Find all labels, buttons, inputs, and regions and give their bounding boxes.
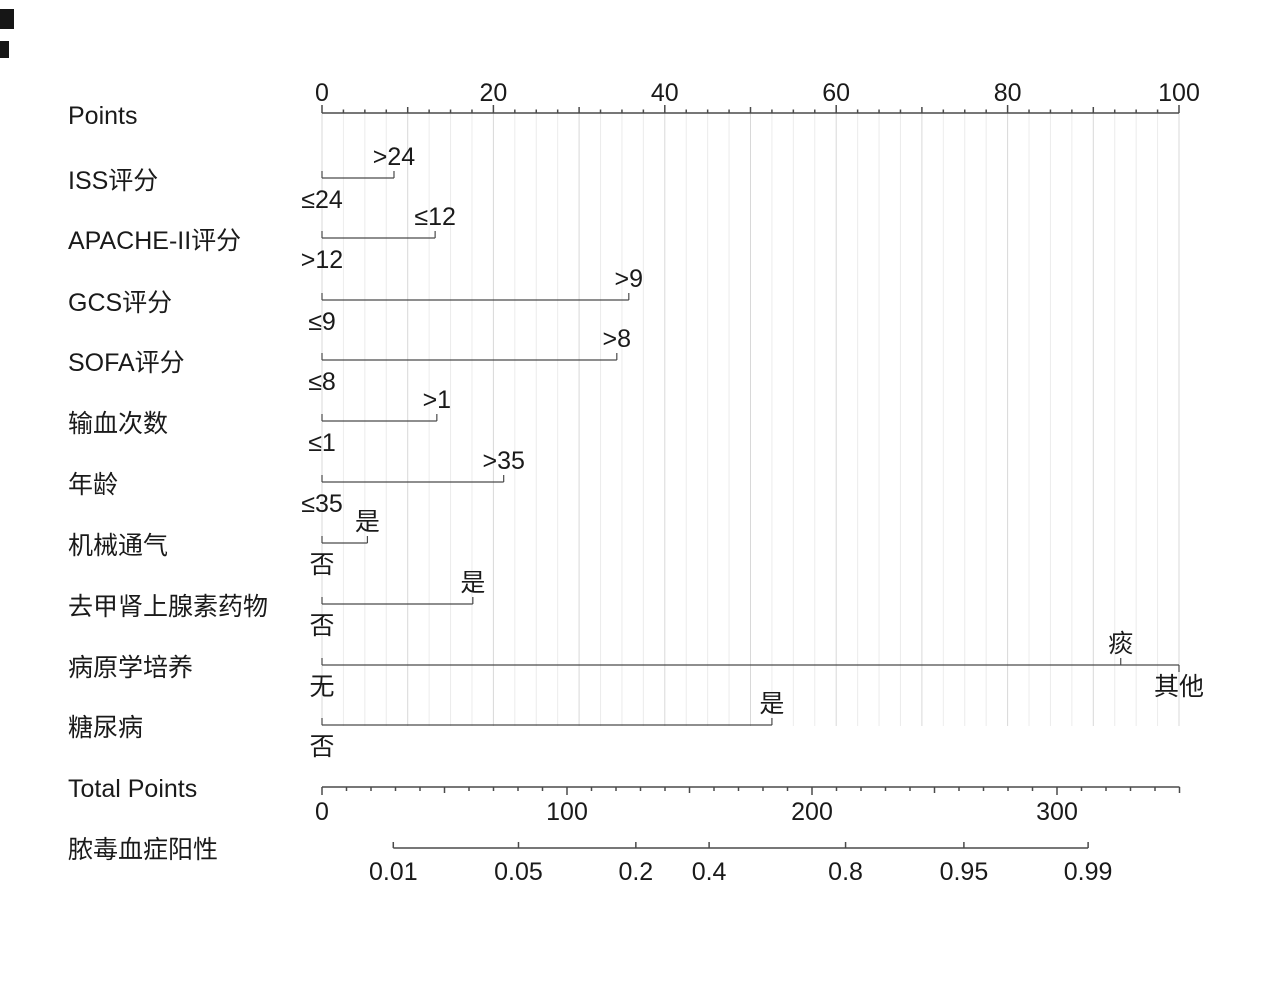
category-label: ≤24 — [301, 186, 343, 214]
category-label: ≤1 — [308, 429, 336, 457]
category-label: ≤12 — [414, 203, 456, 231]
probability-tick-label: 0.4 — [692, 858, 727, 886]
row-label: ISS评分 — [68, 167, 158, 195]
category-label: 是 — [759, 690, 784, 718]
category-label: ≤8 — [308, 368, 336, 396]
total-points-tick-label: 300 — [1036, 798, 1078, 826]
row-label: 糖尿病 — [68, 714, 143, 742]
points-axis-tick-label: 80 — [994, 79, 1022, 107]
probability-tick-label: 0.2 — [618, 858, 653, 886]
row-label: 机械通气 — [68, 532, 168, 560]
row-label: GCS评分 — [68, 289, 172, 317]
probability-tick-label: 0.05 — [494, 858, 543, 886]
points-axis-title: Points — [68, 102, 137, 130]
category-label: 痰 — [1108, 630, 1133, 658]
points-axis-tick-label: 0 — [315, 79, 329, 107]
row-label: 去甲肾上腺素药物 — [68, 593, 268, 621]
probability-tick-label: 0.99 — [1064, 858, 1113, 886]
row-label: APACHE-II评分 — [68, 227, 241, 255]
category-label: >8 — [603, 325, 632, 353]
category-label: 否 — [309, 733, 334, 761]
category-label: 无 — [309, 673, 334, 701]
probability-axis-title: 脓毒血症阳性 — [68, 836, 218, 864]
total-points-tick-label: 100 — [546, 798, 588, 826]
category-label: >35 — [482, 447, 524, 475]
category-label: 其他 — [1154, 673, 1204, 701]
category-label: ≤9 — [308, 308, 336, 336]
total-points-tick-label: 200 — [791, 798, 833, 826]
category-label: 否 — [309, 612, 334, 640]
corner-artifact — [0, 41, 9, 58]
category-label: 是 — [355, 508, 380, 536]
probability-tick-label: 0.95 — [940, 858, 989, 886]
total-points-axis-title: Total Points — [68, 775, 197, 803]
total-points-tick-label: 0 — [315, 798, 329, 826]
category-label: >24 — [373, 143, 416, 171]
points-axis-tick-label: 40 — [651, 79, 679, 107]
row-label: 输血次数 — [68, 410, 168, 438]
row-label: SOFA评分 — [68, 349, 185, 377]
probability-tick-label: 0.8 — [828, 858, 863, 886]
points-axis-tick-label: 60 — [822, 79, 850, 107]
points-axis-tick-label: 20 — [479, 79, 507, 107]
category-label: >9 — [615, 265, 644, 293]
points-axis-tick-label: 100 — [1158, 79, 1200, 107]
category-label: ≤35 — [301, 490, 343, 518]
row-label: 病原学培养 — [68, 654, 193, 682]
category-label: >12 — [301, 246, 343, 274]
category-label: 否 — [309, 551, 334, 579]
corner-artifact — [0, 9, 14, 29]
row-label: 年龄 — [68, 471, 118, 499]
category-label: >1 — [423, 386, 452, 414]
probability-tick-label: 0.01 — [369, 858, 418, 886]
category-label: 是 — [460, 569, 485, 597]
